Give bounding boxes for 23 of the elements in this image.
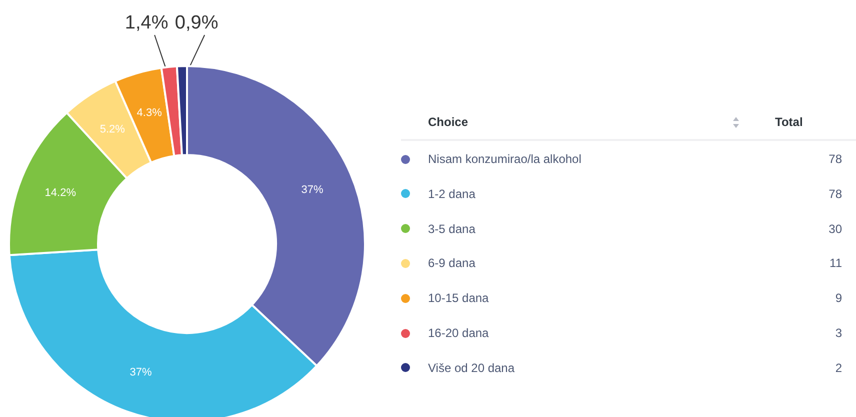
data-label: 78 xyxy=(828,186,842,202)
data-label: 14.2% xyxy=(44,186,76,199)
data-label: 2 xyxy=(835,360,842,376)
legend-title: Choice xyxy=(428,115,468,129)
data-label: 11 xyxy=(830,255,842,272)
data-label: 3 xyxy=(835,325,842,341)
data-label: 0,9% xyxy=(174,12,218,34)
data-label: 37% xyxy=(301,184,324,196)
data-label: 1,4% xyxy=(124,12,168,34)
data-label: 37% xyxy=(130,366,152,378)
data-label: 30 xyxy=(828,220,842,237)
legend-label: 16-20 dana xyxy=(428,325,489,341)
text: Total xyxy=(775,115,803,129)
data-label: 4.3% xyxy=(136,106,162,119)
legend-label: 6-9 dana xyxy=(428,255,476,272)
legend-label: Više od 20 dana xyxy=(428,360,515,376)
data-label: 9 xyxy=(835,290,842,306)
data-label: 5.2% xyxy=(100,124,126,136)
legend-label: Nisam konzumirao/la alkohol xyxy=(428,151,582,167)
legend-label: 10-15 dana xyxy=(428,290,489,306)
legend-label: 1-2 dana xyxy=(428,186,476,202)
data-label: 78 xyxy=(828,151,842,167)
legend-label: 3-5 dana xyxy=(428,220,476,237)
